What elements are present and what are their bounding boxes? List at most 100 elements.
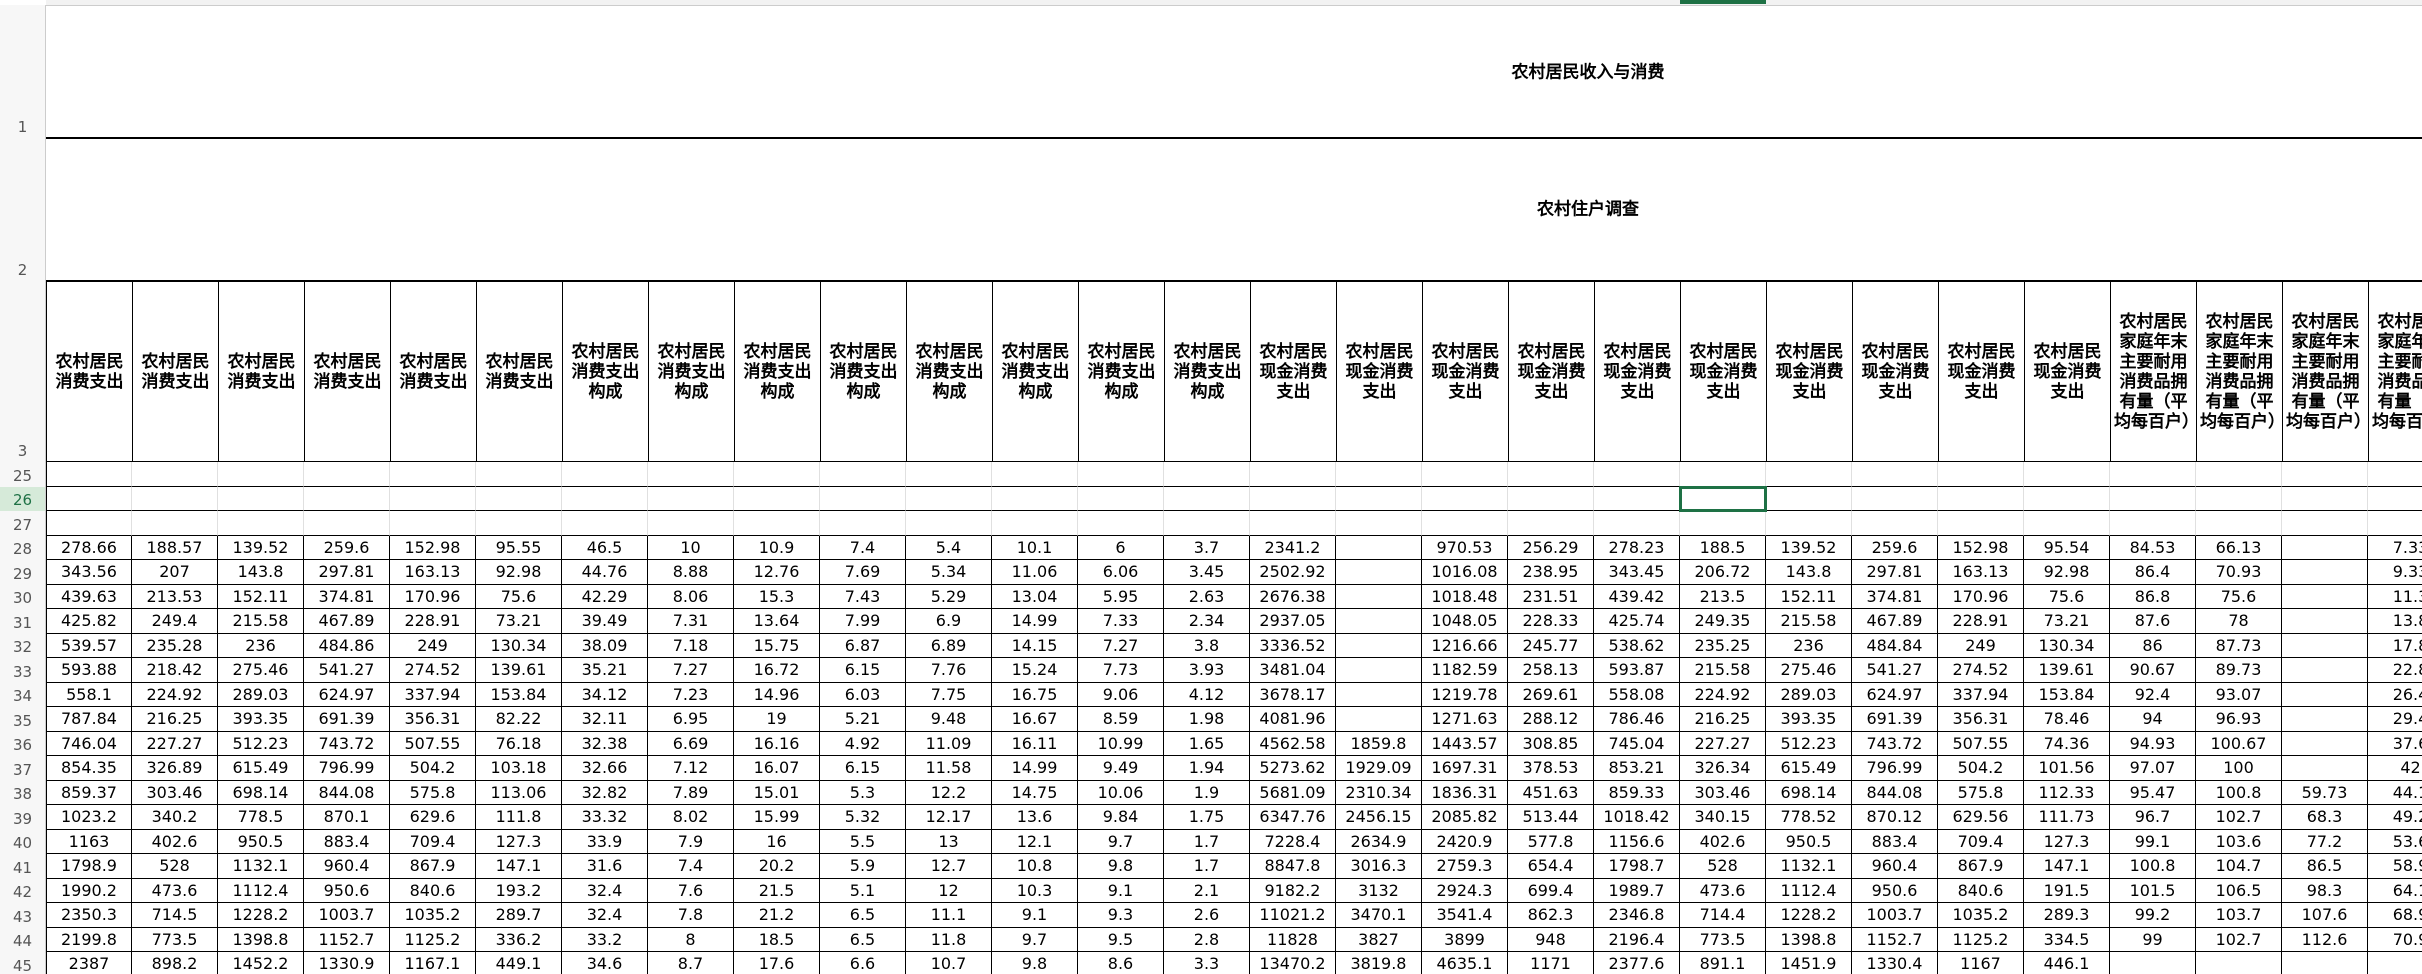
cell[interactable] [1164, 511, 1250, 536]
cell[interactable] [2024, 486, 2110, 511]
cell[interactable]: 278.23 [1594, 535, 1680, 560]
cell[interactable]: 94.93 [2110, 731, 2196, 756]
cell[interactable]: 948 [1508, 927, 1594, 952]
row-number[interactable]: 27 [0, 511, 46, 536]
cell[interactable]: 12.76 [734, 560, 820, 585]
cell[interactable]: 2502.92 [1250, 560, 1336, 585]
cell[interactable]: 5.32 [820, 805, 906, 830]
row-number[interactable]: 2 [0, 138, 46, 281]
cell[interactable]: 629.56 [1938, 805, 2024, 830]
cell[interactable]: 2387 [46, 952, 132, 974]
cell[interactable]: 58.9 [2368, 854, 2422, 879]
cell[interactable] [562, 462, 648, 487]
cell[interactable]: 20.2 [734, 854, 820, 879]
column-header[interactable]: 农村居民消费支出构成 [734, 281, 821, 462]
cell[interactable] [1938, 486, 2024, 511]
cell[interactable] [1852, 511, 1938, 536]
cell[interactable] [992, 486, 1078, 511]
cell[interactable]: 77.2 [2282, 829, 2368, 854]
cell[interactable]: 1003.7 [1852, 903, 1938, 928]
cell[interactable] [46, 511, 132, 536]
cell[interactable]: 44.1 [2368, 781, 2422, 805]
cell[interactable]: 593.88 [46, 658, 132, 683]
cell[interactable]: 6.5 [820, 903, 906, 928]
cell[interactable]: 796.99 [304, 756, 390, 781]
cell[interactable]: 94 [2110, 707, 2196, 732]
cell[interactable] [1336, 633, 1422, 658]
cell[interactable]: 7.75 [906, 682, 992, 707]
cell[interactable]: 111.73 [2024, 805, 2110, 830]
cell[interactable]: 11.09 [906, 731, 992, 756]
row-number[interactable]: 44 [0, 927, 46, 952]
cell[interactable]: 97.07 [2110, 756, 2196, 781]
cell[interactable]: 2346.8 [1594, 903, 1680, 928]
cell[interactable]: 575.8 [1938, 780, 2024, 805]
cell[interactable] [734, 511, 820, 536]
cell[interactable]: 207 [132, 560, 218, 585]
cell[interactable]: 12.2 [906, 780, 992, 805]
cell[interactable]: 75.6 [2024, 584, 2110, 609]
cell[interactable]: 337.94 [390, 682, 476, 707]
cell[interactable]: 1003.7 [304, 903, 390, 928]
cell[interactable]: 238.95 [1508, 560, 1594, 585]
cell[interactable]: 14.15 [992, 633, 1078, 658]
cell[interactable] [1680, 462, 1766, 487]
cell[interactable]: 9.84 [1078, 805, 1164, 830]
cell[interactable]: 13.04 [992, 584, 1078, 609]
cell[interactable] [734, 462, 820, 487]
cell[interactable] [1852, 486, 1938, 511]
cell[interactable]: 1152.7 [1852, 927, 1938, 952]
cell[interactable]: 86.8 [2110, 584, 2196, 609]
cell[interactable]: 14.99 [992, 756, 1078, 781]
cell[interactable]: 152.98 [1938, 535, 2024, 560]
cell[interactable]: 786.46 [1594, 707, 1680, 732]
cell[interactable]: 709.4 [1938, 829, 2024, 854]
cell[interactable] [2282, 633, 2368, 658]
cell[interactable]: 100 [2196, 756, 2282, 781]
cell[interactable]: 3541.4 [1422, 903, 1508, 928]
cell[interactable]: 8 [648, 927, 734, 952]
cell[interactable] [2282, 584, 2368, 609]
cell[interactable]: 26.4 [2368, 683, 2422, 707]
cell[interactable]: 698.14 [1766, 780, 1852, 805]
cell[interactable]: 1989.7 [1594, 878, 1680, 903]
column-header[interactable]: 农村居民消费支出构成 [562, 281, 649, 462]
cell[interactable]: 378.53 [1508, 756, 1594, 781]
cell[interactable]: 402.6 [132, 829, 218, 854]
cell[interactable]: 101.56 [2024, 756, 2110, 781]
cell[interactable]: 249 [390, 633, 476, 658]
cell[interactable]: 10.3 [992, 878, 1078, 903]
cell[interactable]: 859.33 [1594, 780, 1680, 805]
row-number[interactable]: 28 [0, 535, 46, 560]
cell[interactable]: 21.5 [734, 878, 820, 903]
cell[interactable] [2196, 462, 2282, 487]
cell[interactable]: 575.8 [390, 780, 476, 805]
cell[interactable] [1078, 511, 1164, 536]
cell[interactable]: 275.46 [218, 658, 304, 683]
cell[interactable]: 87.73 [2196, 633, 2282, 658]
cell[interactable]: 484.84 [1852, 633, 1938, 658]
cell[interactable]: 2.63 [1164, 584, 1250, 609]
cell[interactable]: 7.73 [1078, 658, 1164, 683]
cell[interactable]: 12 [906, 878, 992, 903]
cell[interactable]: 8.02 [648, 805, 734, 830]
cell[interactable]: 218.42 [132, 658, 218, 683]
cell[interactable]: 32.4 [562, 903, 648, 928]
cell[interactable] [2368, 952, 2422, 974]
cell[interactable]: 796.99 [1852, 756, 1938, 781]
cell[interactable]: 7.76 [906, 658, 992, 683]
cell[interactable] [1938, 511, 2024, 536]
cell[interactable]: 16.16 [734, 731, 820, 756]
cell[interactable]: 213.53 [132, 584, 218, 609]
cell[interactable]: 615.49 [218, 756, 304, 781]
cell[interactable]: 59.73 [2282, 780, 2368, 805]
cell[interactable]: 2196.4 [1594, 927, 1680, 952]
cell[interactable]: 228.91 [1938, 609, 2024, 634]
cell[interactable] [1422, 511, 1508, 536]
cell[interactable]: 259.6 [1852, 535, 1938, 560]
cell[interactable]: 99.1 [2110, 829, 2196, 854]
cell[interactable]: 337.94 [1938, 682, 2024, 707]
cell[interactable]: 231.51 [1508, 584, 1594, 609]
cell[interactable]: 2199.8 [46, 927, 132, 952]
cell[interactable]: 1.7 [1164, 854, 1250, 879]
